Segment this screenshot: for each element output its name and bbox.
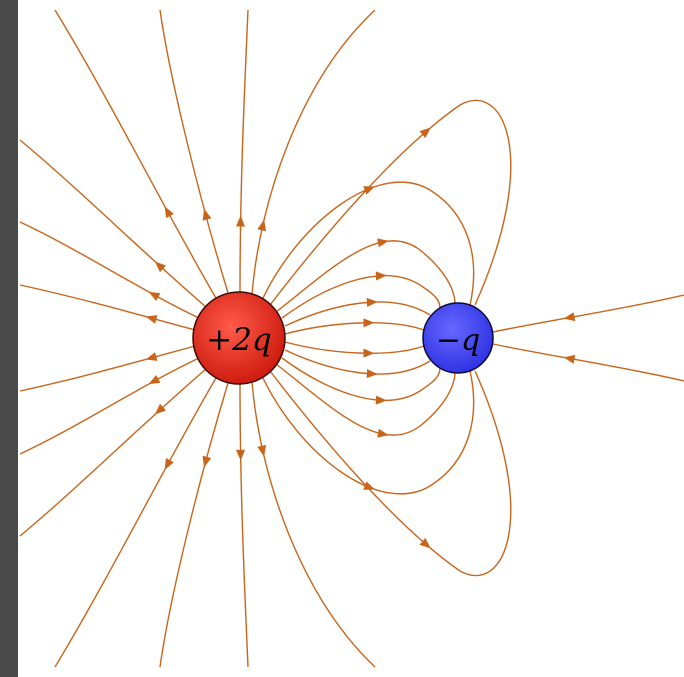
negative-charge-disk <box>422 302 494 374</box>
field-line <box>159 382 229 668</box>
field-line <box>19 284 196 331</box>
triangle-arrow-icon <box>236 215 246 227</box>
positive-charge-label: +2q <box>206 322 272 358</box>
field-line <box>284 322 425 335</box>
triangle-arrow-icon <box>363 481 376 490</box>
triangle-arrow-icon <box>154 403 167 415</box>
field-line <box>19 368 207 537</box>
triangle-arrow-icon <box>236 449 246 461</box>
field-line <box>54 377 217 668</box>
triangle-arrow-icon <box>419 537 431 549</box>
field-line <box>159 9 229 294</box>
triangle-arrow-icon <box>377 428 389 438</box>
field-line <box>269 99 512 306</box>
triangle-arrow-icon <box>363 348 375 358</box>
triangle-arrow-icon <box>375 395 387 405</box>
triangle-arrow-icon <box>202 208 212 221</box>
triangle-arrow-icon <box>145 315 158 324</box>
triangle-arrow-icon <box>257 219 267 232</box>
triangle-arrow-icon <box>419 127 431 139</box>
field-line <box>239 9 249 293</box>
field-line <box>269 370 512 577</box>
triangle-arrow-icon <box>145 352 158 361</box>
field-line <box>54 9 217 299</box>
field-line <box>261 370 475 495</box>
triangle-arrow-icon <box>148 374 161 385</box>
field-line <box>19 357 200 455</box>
field-line <box>281 275 441 319</box>
triangle-arrow-icon <box>563 312 576 322</box>
triangle-arrow-icon <box>257 444 267 457</box>
field-line <box>284 349 431 375</box>
triangle-arrow-icon <box>363 318 375 328</box>
triangle-arrow-icon <box>154 261 167 273</box>
field-line <box>19 139 207 308</box>
triangle-arrow-icon <box>164 206 174 219</box>
field-line <box>19 221 200 319</box>
triangle-arrow-icon <box>375 271 387 281</box>
field-line <box>251 381 376 668</box>
field-line <box>275 240 456 313</box>
triangle-arrow-icon <box>202 455 212 468</box>
triangle-arrow-icon <box>363 186 376 195</box>
field-line <box>492 343 684 382</box>
field-line <box>261 181 475 306</box>
field-line <box>251 9 376 295</box>
triangle-arrow-icon <box>563 354 576 364</box>
diagram-background <box>18 0 684 677</box>
field-line <box>275 363 456 436</box>
field-line <box>284 301 431 327</box>
field-line <box>239 383 249 668</box>
field-line <box>19 345 196 392</box>
triangle-arrow-icon <box>377 238 389 248</box>
negative-charge: −q <box>422 302 494 374</box>
triangle-arrow-icon <box>366 297 378 307</box>
positive-charge-disk <box>192 291 286 385</box>
positive-charge: +2q <box>192 291 286 385</box>
field-arrows <box>145 127 576 549</box>
triangle-arrow-icon <box>164 458 174 470</box>
field-lines <box>19 9 684 668</box>
negative-charge-label: −q <box>436 323 480 358</box>
triangle-arrow-icon <box>366 369 378 379</box>
field-line <box>492 294 684 333</box>
triangle-arrow-icon <box>148 291 161 302</box>
field-line <box>281 357 441 401</box>
field-line <box>284 341 425 354</box>
